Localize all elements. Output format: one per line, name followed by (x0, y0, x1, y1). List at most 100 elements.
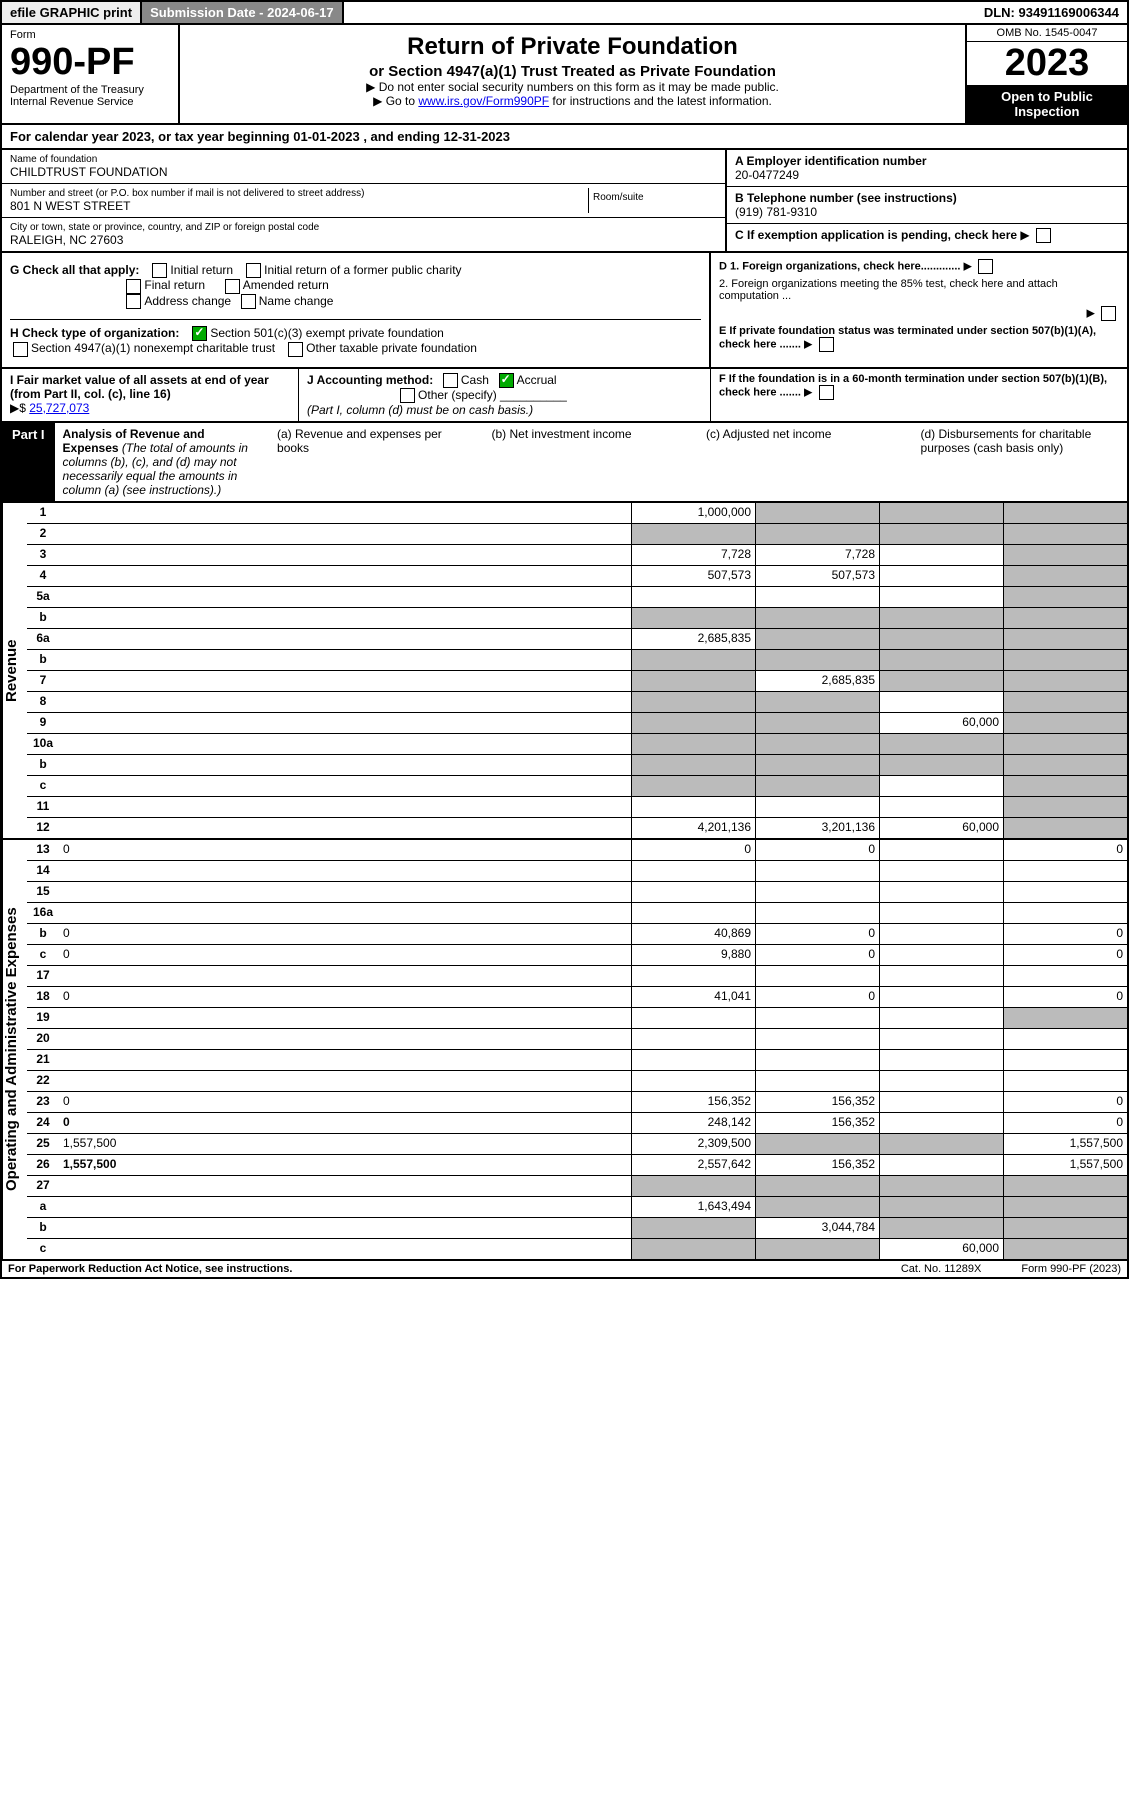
line-number: 13 (27, 840, 59, 860)
table-row: 130000 (27, 840, 1127, 861)
chk-4947[interactable] (13, 342, 28, 357)
table-row: b040,86900 (27, 924, 1127, 945)
cell-d (1003, 755, 1127, 775)
cell-a: 507,573 (631, 566, 755, 586)
table-row: c09,88000 (27, 945, 1127, 966)
cell-c (879, 903, 1003, 923)
cell-a: 0 (631, 840, 755, 860)
cell-c (879, 861, 1003, 881)
cell-d (1003, 1050, 1127, 1070)
cell-d (1003, 1218, 1127, 1238)
chk-initial-former[interactable] (246, 263, 261, 278)
paperwork-notice: For Paperwork Reduction Act Notice, see … (8, 1263, 292, 1275)
cell-b (755, 713, 879, 733)
footer: For Paperwork Reduction Act Notice, see … (0, 1261, 1129, 1279)
chk-amended[interactable] (225, 279, 240, 294)
tax-year: 2023 (967, 42, 1127, 85)
cell-a (631, 903, 755, 923)
top-bar: efile GRAPHIC print Submission Date - 20… (0, 0, 1129, 25)
ein-c: C If exemption application is pending, c… (727, 224, 1127, 247)
chk-cash[interactable] (443, 373, 458, 388)
cell-c (879, 797, 1003, 817)
cell-d: 0 (1003, 987, 1127, 1007)
cell-d (1003, 734, 1127, 754)
expense-label: Operating and Administrative Expenses (2, 840, 27, 1259)
line-desc: 0 (59, 1113, 631, 1133)
efile-label[interactable]: efile GRAPHIC print (2, 2, 142, 23)
cell-a: 9,880 (631, 945, 755, 965)
cell-c (879, 545, 1003, 565)
cell-a (631, 671, 755, 691)
line-desc (59, 692, 631, 712)
col-a-hdr: (a) Revenue and expenses per books (269, 423, 484, 501)
cell-a (631, 1218, 755, 1238)
line-number: a (27, 1197, 59, 1217)
line-desc (59, 524, 631, 544)
cell-b: 3,201,136 (755, 818, 879, 838)
irs-link[interactable]: www.irs.gov/Form990PF (418, 94, 549, 108)
table-row: 14 (27, 861, 1127, 882)
cell-a: 156,352 (631, 1092, 755, 1112)
chk-other-tax[interactable] (288, 342, 303, 357)
line-number: 12 (27, 818, 59, 838)
chk-name[interactable] (241, 294, 256, 309)
line-number: 4 (27, 566, 59, 586)
cell-c (879, 503, 1003, 523)
cell-b: 156,352 (755, 1092, 879, 1112)
cell-a: 4,201,136 (631, 818, 755, 838)
line-number: 21 (27, 1050, 59, 1070)
table-row: 240248,142156,3520 (27, 1113, 1127, 1134)
cell-d (1003, 545, 1127, 565)
line-number: 5a (27, 587, 59, 607)
chk-501c3[interactable] (192, 326, 207, 341)
line-number: b (27, 924, 59, 944)
cell-b: 3,044,784 (755, 1218, 879, 1238)
cell-b (755, 903, 879, 923)
cell-c (879, 1008, 1003, 1028)
cell-c (879, 566, 1003, 586)
cell-c (879, 1050, 1003, 1070)
cell-b: 0 (755, 840, 879, 860)
form-subtitle: or Section 4947(a)(1) Trust Treated as P… (186, 63, 959, 80)
cell-b: 0 (755, 945, 879, 965)
line-number: 9 (27, 713, 59, 733)
cell-a (631, 587, 755, 607)
cell-d: 0 (1003, 840, 1127, 860)
cell-d (1003, 903, 1127, 923)
cell-a: 7,728 (631, 545, 755, 565)
cell-b: 156,352 (755, 1113, 879, 1133)
table-row: 10a (27, 734, 1127, 755)
chk-final[interactable] (126, 279, 141, 294)
line-desc (59, 566, 631, 586)
table-row: 4507,573507,573 (27, 566, 1127, 587)
line-desc: 0 (59, 1092, 631, 1112)
chk-accrual[interactable] (499, 373, 514, 388)
g-label: G Check all that apply: (10, 263, 139, 277)
cell-a (631, 861, 755, 881)
line-desc: 0 (59, 945, 631, 965)
table-row: c60,000 (27, 1239, 1127, 1259)
col-d-hdr: (d) Disbursements for charitable purpose… (913, 423, 1128, 501)
cell-a: 2,557,642 (631, 1155, 755, 1175)
chk-address[interactable] (126, 294, 141, 309)
line-desc: 1,557,500 (59, 1155, 631, 1175)
cell-c: 60,000 (879, 818, 1003, 838)
ein-b: B Telephone number (see instructions)(91… (727, 187, 1127, 224)
chk-initial[interactable] (152, 263, 167, 278)
cell-b (755, 861, 879, 881)
cell-b (755, 587, 879, 607)
fmv-amount: 25,727,073 (29, 401, 89, 415)
part1-label: Part I (2, 423, 55, 501)
dln: DLN: 93491169006344 (976, 2, 1127, 23)
chk-other-acct[interactable] (400, 388, 415, 403)
cell-c (879, 1197, 1003, 1217)
cell-d (1003, 966, 1127, 986)
line-desc (59, 671, 631, 691)
cell-d (1003, 587, 1127, 607)
cell-c (879, 945, 1003, 965)
table-row: 18041,04100 (27, 987, 1127, 1008)
foundation-name: CHILDTRUST FOUNDATION (10, 165, 717, 179)
f-note: F If the foundation is in a 60-month ter… (711, 369, 1127, 422)
cell-b (755, 692, 879, 712)
line-number: 3 (27, 545, 59, 565)
